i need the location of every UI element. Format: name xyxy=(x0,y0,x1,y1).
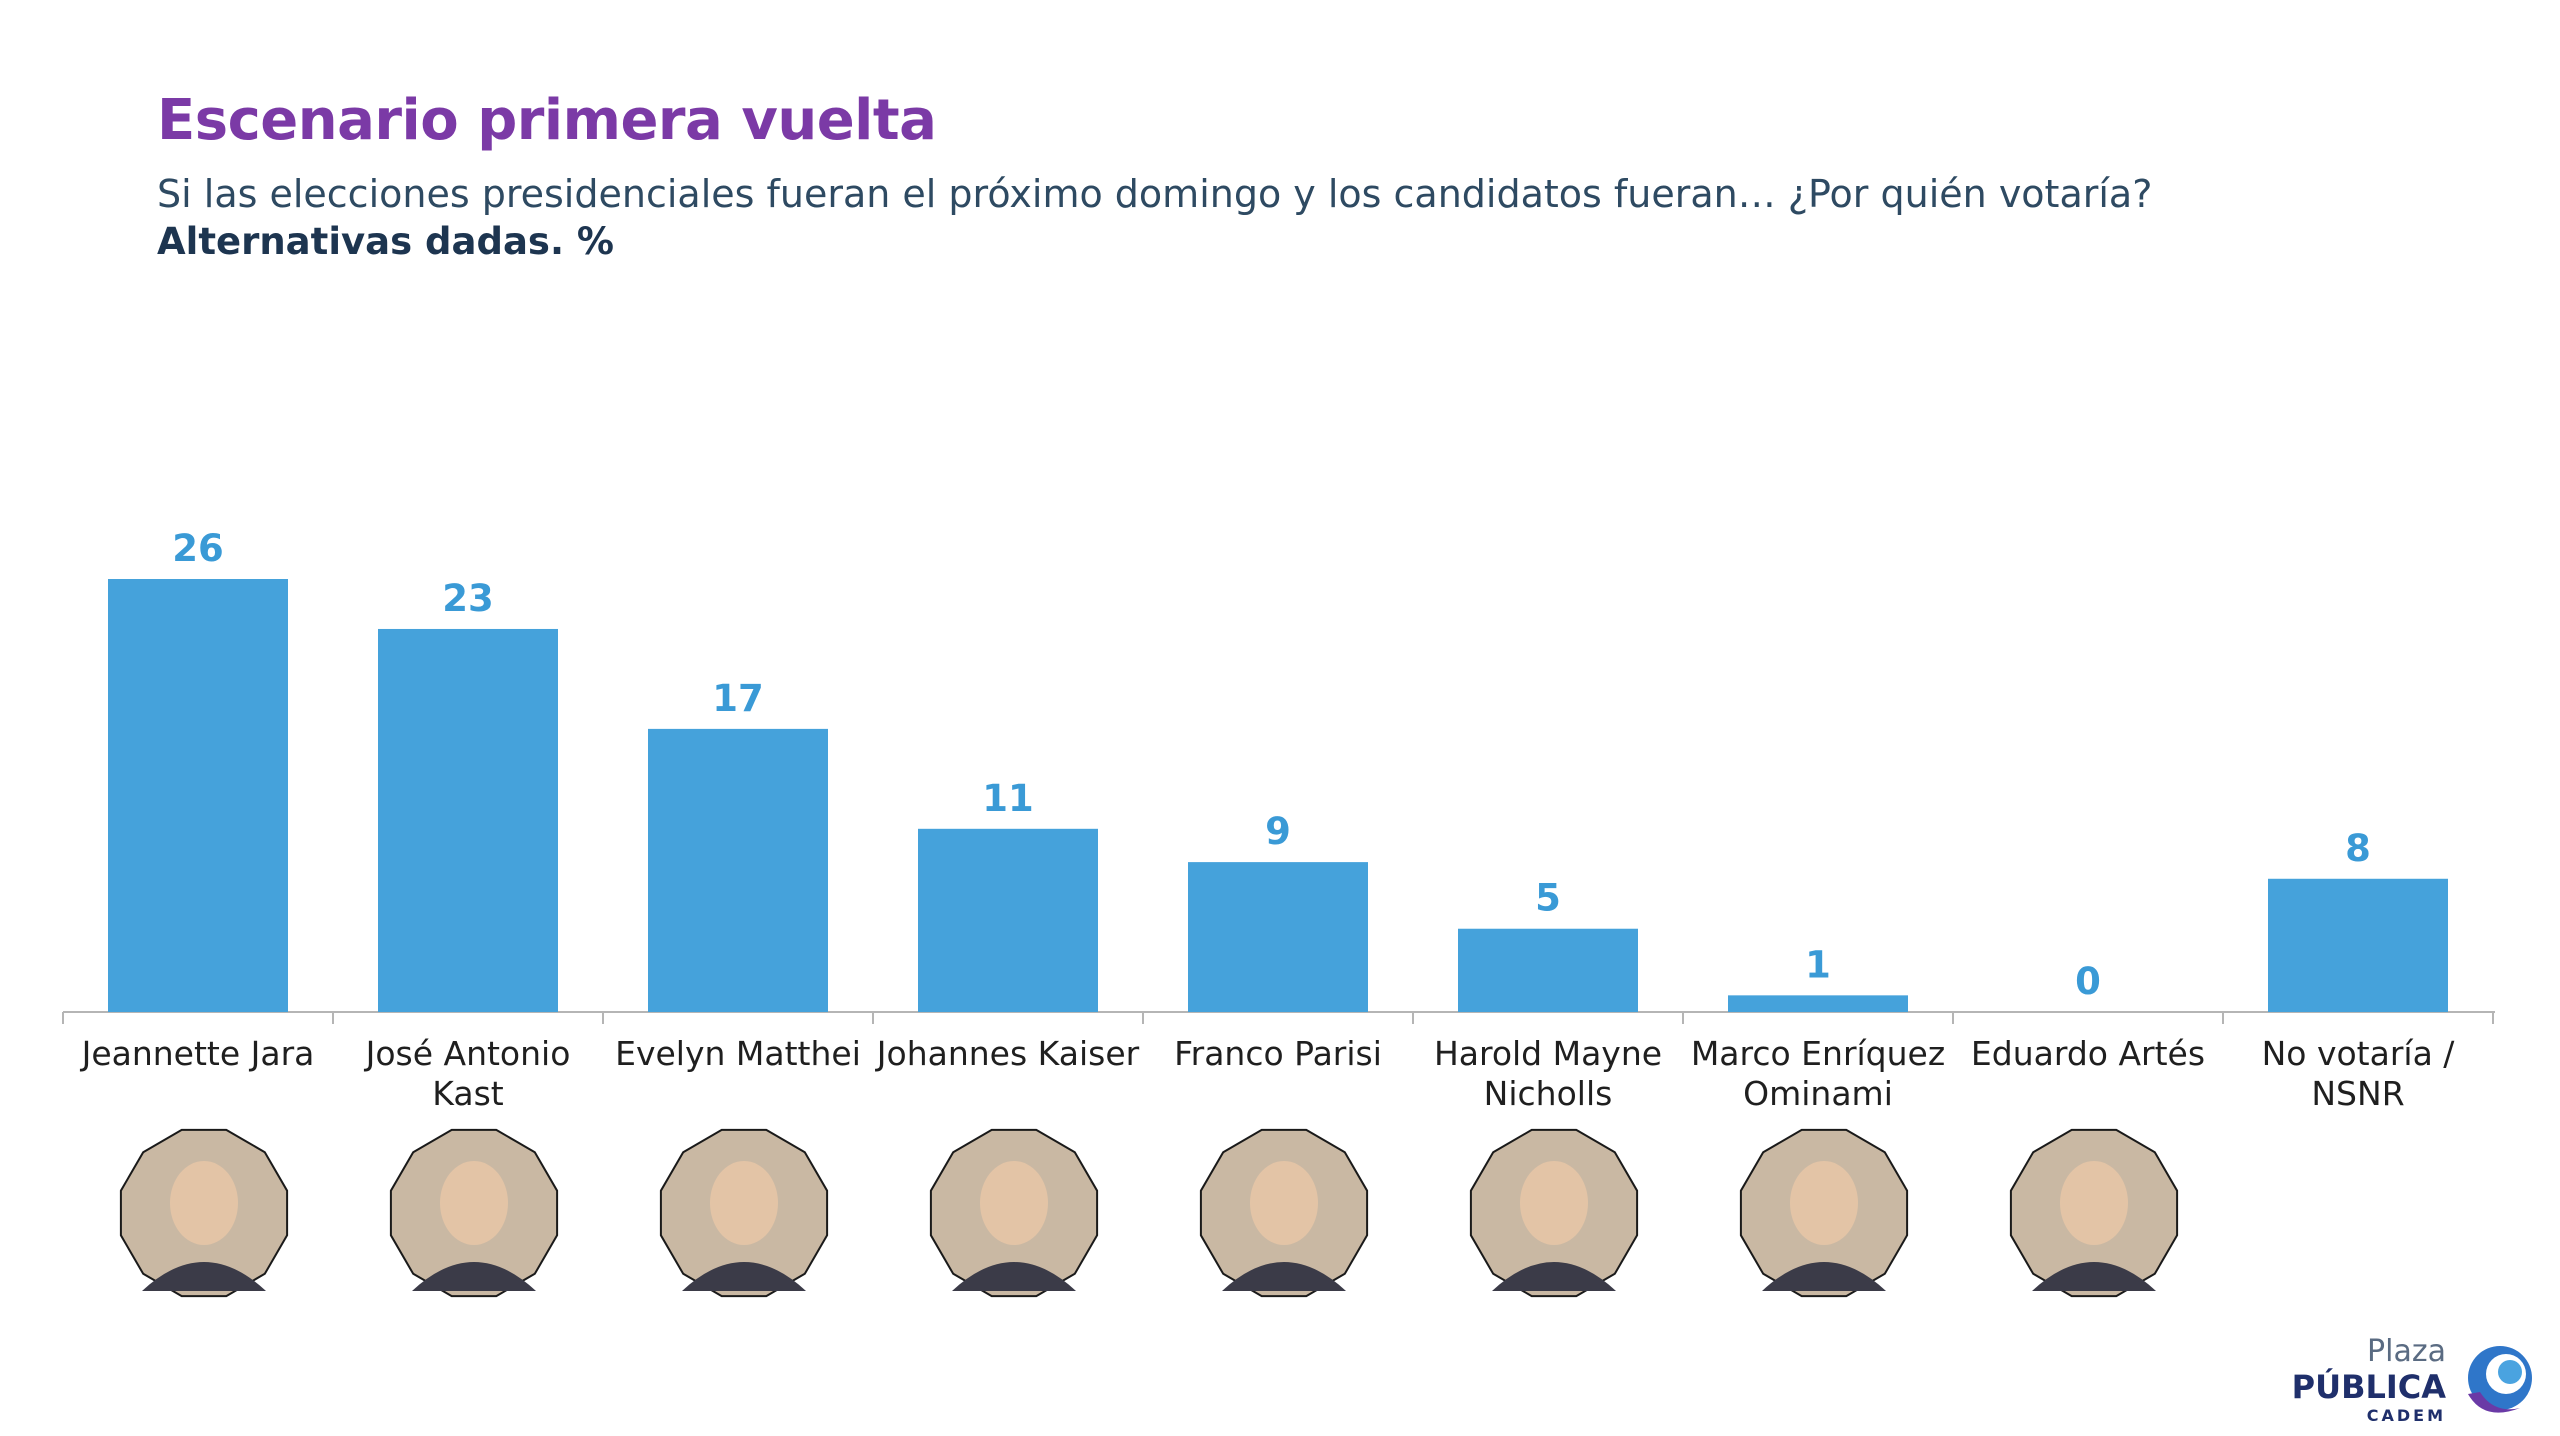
candidate-photo xyxy=(659,1128,829,1298)
bar xyxy=(108,579,288,1012)
photo-shoulders xyxy=(412,1262,536,1291)
logo-text-cadem: CADEM xyxy=(2366,1406,2446,1425)
bar xyxy=(918,828,1098,1012)
category-label: Eduardo Artés xyxy=(1971,1034,2205,1073)
photo-face xyxy=(170,1161,238,1245)
chart-note: Alternativas dadas. % xyxy=(157,220,614,263)
category-label: Nicholls xyxy=(1484,1074,1613,1113)
candidate-photo xyxy=(1469,1128,1639,1298)
photo-shoulders xyxy=(682,1262,806,1291)
data-label: 11 xyxy=(982,777,1034,820)
photo-face xyxy=(2060,1161,2128,1245)
data-label: 17 xyxy=(712,677,764,720)
category-label: Kast xyxy=(432,1074,503,1113)
category-label: Marco Enríquez xyxy=(1691,1034,1945,1073)
candidate-photo xyxy=(2009,1128,2179,1298)
category-label: Evelyn Matthei xyxy=(615,1034,861,1073)
plaza-publica-logo: Plaza PÚBLICA CADEM xyxy=(2290,1330,2540,1430)
candidate-photo xyxy=(119,1128,289,1298)
category-label: Ominami xyxy=(1743,1074,1893,1113)
data-label: 8 xyxy=(2345,827,2371,870)
photo-shoulders xyxy=(952,1262,1076,1291)
category-label: Franco Parisi xyxy=(1174,1034,1382,1073)
category-label: NSNR xyxy=(2311,1074,2404,1113)
bar xyxy=(378,628,558,1012)
candidate-photo xyxy=(1739,1128,1909,1298)
photo-face xyxy=(440,1161,508,1245)
photo-face xyxy=(1520,1161,1588,1245)
category-label: Jeannette Jara xyxy=(80,1034,315,1073)
bar xyxy=(648,728,828,1012)
photo-face xyxy=(710,1161,778,1245)
data-label: 23 xyxy=(442,577,494,620)
bar xyxy=(1188,862,1368,1012)
logo-text-publica: PÚBLICA xyxy=(2291,1368,2446,1406)
candidate-photo xyxy=(389,1128,559,1298)
chart-title: Escenario primera vuelta xyxy=(157,88,937,153)
chart-subtitle: Si las elecciones presidenciales fueran … xyxy=(157,172,2153,216)
bar xyxy=(2268,878,2448,1012)
photo-face xyxy=(1250,1161,1318,1245)
data-label: 26 xyxy=(172,527,224,570)
data-label: 9 xyxy=(1265,810,1291,853)
photo-face xyxy=(1790,1161,1858,1245)
data-label: 1 xyxy=(1805,943,1831,986)
bar xyxy=(1458,928,1638,1012)
candidate-photo xyxy=(1199,1128,1369,1298)
candidate-photo xyxy=(929,1128,1099,1298)
category-label: José Antonio xyxy=(364,1034,571,1073)
category-label: No votaría / xyxy=(2262,1034,2456,1073)
logo-text-plaza: Plaza xyxy=(2367,1334,2446,1369)
category-label: Johannes Kaiser xyxy=(875,1034,1140,1073)
photo-shoulders xyxy=(1222,1262,1346,1291)
bar xyxy=(1728,995,1908,1012)
photo-shoulders xyxy=(2032,1262,2156,1291)
photo-face xyxy=(980,1161,1048,1245)
category-label: Harold Mayne xyxy=(1434,1034,1662,1073)
data-label: 0 xyxy=(2075,960,2101,1003)
photo-shoulders xyxy=(1762,1262,1886,1291)
data-label: 5 xyxy=(1535,877,1561,920)
photo-shoulders xyxy=(142,1262,266,1291)
logo-swoosh-icon xyxy=(2468,1346,2532,1413)
photo-shoulders xyxy=(1492,1262,1616,1291)
